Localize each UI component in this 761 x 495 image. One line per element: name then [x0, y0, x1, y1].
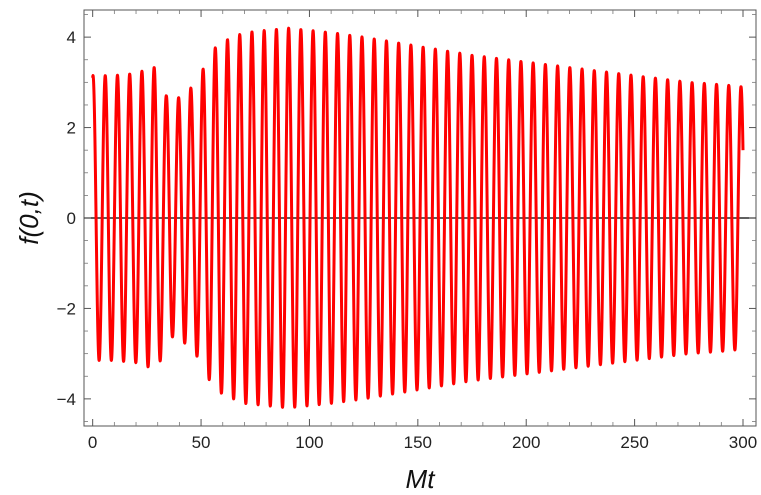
x-tick-label: 250 [620, 433, 648, 452]
x-tick-label: 0 [88, 433, 97, 452]
y-tick-label: −2 [57, 299, 76, 318]
x-tick-label: 100 [295, 433, 323, 452]
y-tick-label: 2 [67, 119, 76, 138]
x-tick-label: 200 [512, 433, 540, 452]
y-axis-label: f(0,t) [14, 191, 44, 244]
y-tick-label: 4 [67, 28, 76, 47]
y-tick-label: 0 [67, 209, 76, 228]
series-line [91, 26, 745, 409]
x-tick-label: 50 [192, 433, 211, 452]
axis-ticks: 0 50 100 150 200 250 300 −4 −2 0 2 4 [57, 10, 757, 452]
x-axis-label: Mt [406, 464, 437, 494]
x-tick-label: 150 [404, 433, 432, 452]
x-tick-label: 300 [729, 433, 757, 452]
y-tick-label: −4 [57, 390, 76, 409]
